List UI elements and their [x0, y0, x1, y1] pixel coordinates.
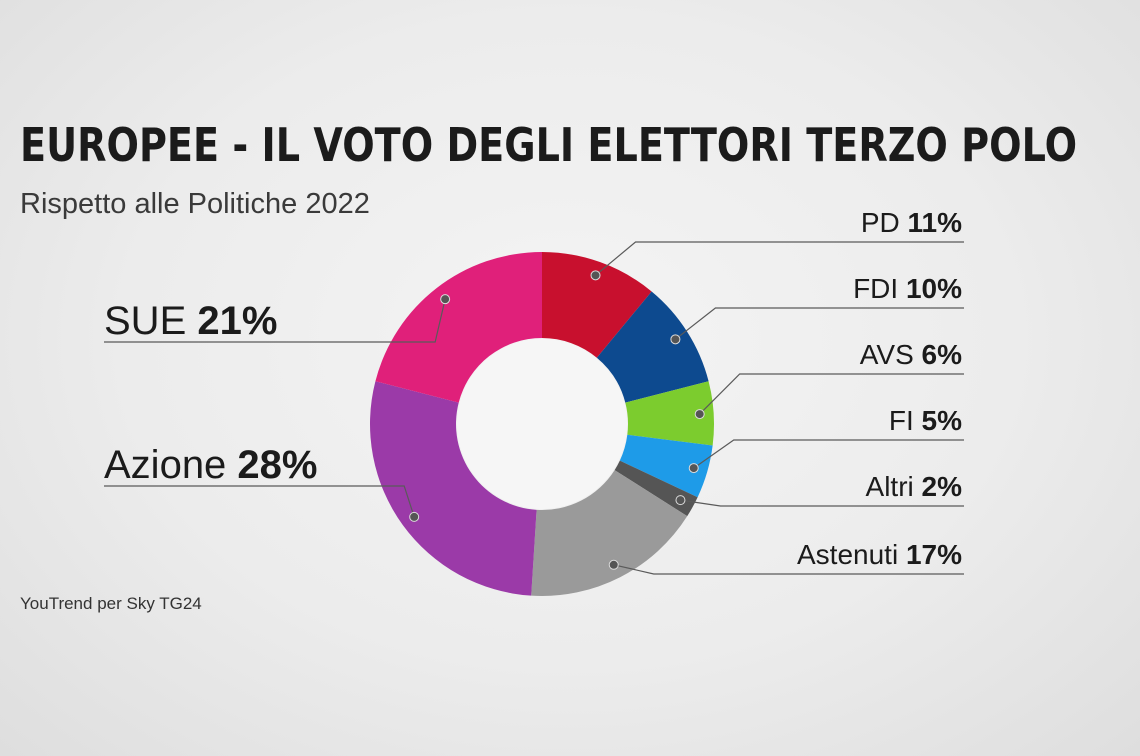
marker-astenuti — [608, 559, 619, 570]
label-name-sue: SUE — [104, 299, 197, 343]
label-sue: SUE 21% — [104, 299, 277, 343]
marker-fdi — [670, 334, 681, 345]
marker-altri — [675, 495, 686, 506]
label-avs: AVS 6% — [860, 339, 962, 370]
connector-astenuti — [613, 564, 964, 575]
slice-fi — [619, 434, 713, 498]
marker-azione — [409, 511, 420, 522]
label-pct-fdi: 10% — [906, 273, 962, 304]
label-pct-azione: 28% — [237, 443, 317, 487]
slice-astenuti — [531, 470, 688, 596]
label-azione: Azione 28% — [104, 443, 317, 487]
label-pct-pd: 11% — [908, 207, 963, 238]
label-fi: FI 5% — [889, 405, 962, 436]
slice-sue — [375, 252, 542, 403]
label-name-pd: PD — [861, 207, 908, 238]
label-pct-altri: 2% — [922, 471, 963, 502]
label-pct-avs: 6% — [922, 339, 963, 370]
label-name-avs: AVS — [860, 339, 922, 370]
label-name-altri: Altri — [866, 471, 922, 502]
slice-avs — [625, 381, 714, 446]
label-pct-fi: 5% — [922, 405, 963, 436]
chart-subtitle: Rispetto alle Politiche 2022 — [20, 188, 370, 220]
label-astenuti: Astenuti 17% — [797, 539, 962, 570]
label-altri: Altri 2% — [866, 471, 963, 502]
connector-fdi — [675, 307, 964, 340]
label-pct-astenuti: 17% — [906, 539, 962, 570]
connector-fi — [693, 439, 964, 469]
slice-fdi — [596, 291, 709, 403]
donut-hole — [457, 339, 627, 509]
slice-pd — [542, 252, 652, 358]
marker-avs — [694, 409, 705, 420]
connector-pd — [595, 241, 964, 276]
marker-pd — [590, 270, 601, 281]
source-credit: YouTrend per Sky TG24 — [20, 594, 202, 613]
connector-sue — [104, 299, 446, 343]
slice-azione — [370, 381, 537, 596]
connector-avs — [699, 373, 964, 415]
label-pd: PD 11% — [861, 207, 962, 238]
label-name-fi: FI — [889, 405, 922, 436]
marker-sue — [440, 294, 451, 305]
marker-fi — [688, 463, 699, 474]
label-pct-sue: 21% — [197, 299, 277, 343]
label-fdi: FDI 10% — [853, 273, 962, 304]
label-name-fdi: FDI — [853, 273, 906, 304]
connector-altri — [680, 499, 964, 507]
label-name-azione: Azione — [104, 443, 237, 487]
connector-azione — [104, 485, 415, 518]
chart-title: EUROPEE - IL VOTO DEGLI ELETTORI TERZO P… — [20, 118, 1078, 172]
label-name-astenuti: Astenuti — [797, 539, 906, 570]
